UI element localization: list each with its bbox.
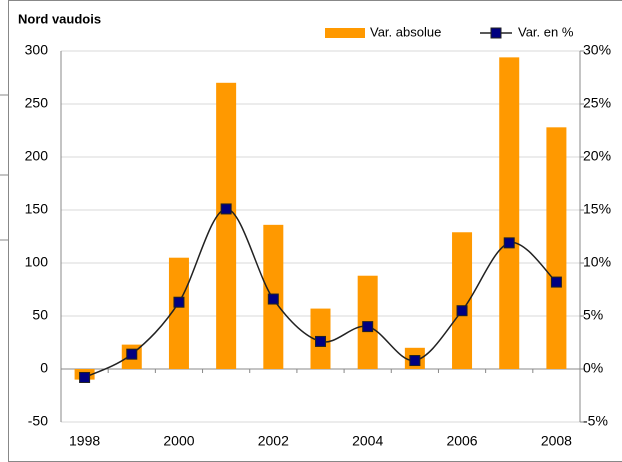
- legend-swatch: [325, 28, 365, 38]
- marker: [126, 348, 138, 360]
- y2-tick-label: 20%: [583, 148, 611, 164]
- y2-tick-label: 10%: [583, 254, 611, 270]
- marker: [173, 296, 185, 308]
- y-tick-label: 50: [32, 307, 48, 323]
- legend-swatch: [490, 27, 502, 39]
- marker: [79, 371, 91, 383]
- y2-tick-label: -5%: [583, 413, 608, 429]
- x-tick-label: 2008: [541, 433, 572, 449]
- y2-tick-label: 25%: [583, 95, 611, 111]
- bar: [546, 127, 567, 369]
- y-tick-label: 0: [40, 360, 48, 376]
- marker: [267, 293, 279, 305]
- y-tick-label: 250: [25, 95, 49, 111]
- bar: [452, 232, 473, 369]
- marker: [456, 305, 468, 317]
- x-tick-label: 2006: [446, 433, 477, 449]
- legend-label: Var. en %: [518, 24, 574, 39]
- bar: [216, 82, 237, 370]
- bar: [168, 257, 189, 369]
- y-tick-label: -50: [28, 413, 48, 429]
- y-tick-label: 100: [25, 254, 49, 270]
- bar: [499, 57, 520, 370]
- chart-title: Nord vaudois: [18, 11, 101, 26]
- y2-tick-label: 15%: [583, 201, 611, 217]
- legend-label: Var. absolue: [370, 24, 441, 39]
- y-tick-label: 150: [25, 201, 49, 217]
- x-tick-label: 2004: [352, 433, 383, 449]
- y2-tick-label: 5%: [583, 307, 603, 323]
- marker: [550, 276, 562, 288]
- marker: [315, 335, 326, 347]
- marker: [409, 355, 421, 367]
- marker: [362, 321, 374, 333]
- marker: [220, 203, 232, 215]
- y2-tick-label: 0%: [583, 360, 603, 376]
- y2-tick-label: 30%: [583, 42, 611, 58]
- x-tick-label: 1998: [69, 433, 100, 449]
- marker: [503, 237, 515, 249]
- x-tick-label: 2002: [258, 433, 289, 449]
- y-tick-label: 300: [25, 42, 49, 58]
- y-tick-label: 200: [25, 148, 49, 164]
- x-tick-label: 2000: [163, 433, 194, 449]
